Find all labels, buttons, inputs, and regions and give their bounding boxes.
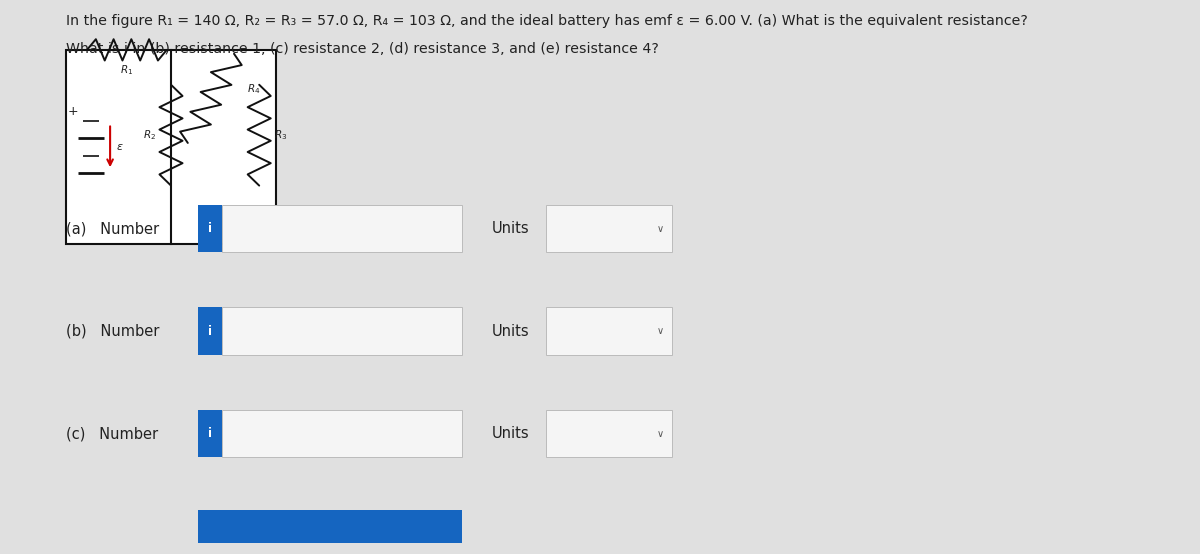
Bar	[222, 410, 462, 457]
Bar	[546, 410, 672, 457]
Text: ε: ε	[116, 142, 122, 152]
Text: In the figure R₁ = 140 Ω, R₂ = R₃ = 57.0 Ω, R₄ = 103 Ω, and the ideal battery ha: In the figure R₁ = 140 Ω, R₂ = R₃ = 57.0…	[66, 14, 1028, 28]
Text: +: +	[68, 105, 79, 119]
Bar	[198, 510, 462, 543]
Text: (a)   Number: (a) Number	[66, 221, 160, 236]
Bar	[198, 307, 222, 355]
Bar	[66, 50, 276, 244]
Bar	[198, 410, 222, 457]
Text: ∨: ∨	[656, 326, 664, 336]
Text: i: i	[208, 325, 212, 337]
Text: ∨: ∨	[656, 428, 664, 439]
Text: $R_4$: $R_4$	[247, 82, 260, 95]
Bar	[222, 205, 462, 252]
Text: $R_3$: $R_3$	[274, 129, 287, 142]
Text: (c)   Number: (c) Number	[66, 426, 158, 441]
Text: i: i	[208, 222, 212, 235]
Text: Units: Units	[492, 324, 529, 338]
Bar	[546, 307, 672, 355]
Bar	[198, 205, 222, 252]
Text: Units: Units	[492, 221, 529, 236]
Bar	[546, 205, 672, 252]
Text: i: i	[208, 427, 212, 440]
Text: (b)   Number: (b) Number	[66, 324, 160, 338]
Text: Units: Units	[492, 426, 529, 441]
Bar	[222, 307, 462, 355]
Text: ∨: ∨	[656, 223, 664, 234]
Text: What is i in (b) resistance 1, (c) resistance 2, (d) resistance 3, and (e) resis: What is i in (b) resistance 1, (c) resis…	[66, 42, 659, 55]
Text: $R_1$: $R_1$	[120, 63, 133, 77]
Text: $R_2$: $R_2$	[144, 129, 156, 142]
